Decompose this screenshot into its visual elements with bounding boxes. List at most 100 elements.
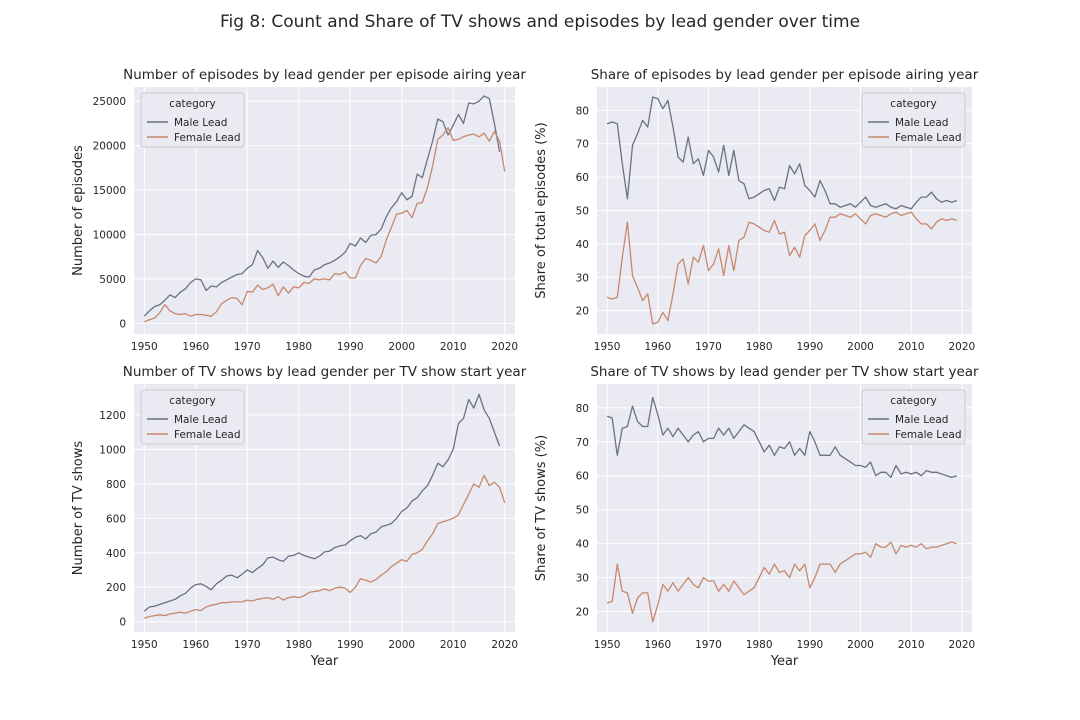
y-axis-label: Number of TV shows [71,441,86,576]
x-tick-label: 2020 [491,341,518,353]
x-tick-label: 2000 [388,639,415,651]
y-tick-label: 600 [106,513,126,525]
y-tick-label: 50 [576,206,589,218]
x-tick-label: 2000 [847,341,874,353]
y-axis-label: Share of total episodes (%) [534,122,549,298]
series-line-male-lead [143,393,501,612]
legend: category Male Lead Female Lead [861,389,966,445]
x-tick-label: 2020 [948,341,975,353]
x-tick-label: 1950 [131,341,158,353]
y-tick-label: 0 [119,318,126,330]
x-tick-label: 1960 [644,639,671,651]
x-tick-label: 2010 [898,639,925,651]
x-tick-label: 1950 [594,341,621,353]
y-tick-label: 25000 [93,96,126,108]
y-tick-label: 20 [576,306,589,318]
y-tick-label: 200 [106,582,126,594]
legend-frame [140,389,245,445]
y-tick-label: 800 [106,479,126,491]
y-tick-label: 30 [576,272,589,284]
y-tick-label: 50 [576,505,589,517]
x-tick-label: 2000 [847,639,874,651]
x-tick-label: 1970 [234,341,261,353]
legend-title: category [169,395,215,407]
y-tick-label: 400 [106,548,126,560]
panel-title: Number of TV shows by lead gender per TV… [123,364,527,380]
x-tick-label: 1970 [695,341,722,353]
y-tick-label: 20 [576,607,589,619]
y-tick-label: 15000 [93,185,126,197]
x-tick-label: 1950 [594,639,621,651]
legend-title: category [169,98,215,110]
y-axis-label: Share of TV shows (%) [534,435,549,581]
x-tick-label: 1950 [131,639,158,651]
legend-entry: Male Lead [174,117,227,129]
legend-entry: Male Lead [895,117,948,129]
legend-entry: Male Lead [895,414,948,426]
x-tick-label: 2020 [491,639,518,651]
x-tick-label: 1980 [746,341,773,353]
x-tick-label: 1990 [337,341,364,353]
x-tick-label: 1980 [285,639,312,651]
series-line-female-lead [144,127,506,323]
series-line-male-lead [606,396,958,479]
x-tick-label: 1980 [746,639,773,651]
series-line-female-lead [144,474,506,619]
x-tick-label: 2010 [440,639,467,651]
y-tick-label: 30 [576,573,589,585]
x-tick-label: 1990 [337,639,364,651]
y-tick-label: 0 [119,617,126,629]
panel-shows-count: 1950 1960 1970 1980 1990 2000 2010 2020 0 200 400 6… [71,364,527,669]
y-tick-label: 1000 [99,444,126,456]
legend-entry: Female Lead [895,429,962,441]
legend-frame [861,92,966,148]
legend-frame [861,389,966,445]
panel-title: Number of episodes by lead gender per ep… [123,67,526,83]
x-axis-label: Year [770,654,799,669]
x-tick-label: 1990 [796,341,823,353]
panel-shows-share: 1950 1960 1970 1980 1990 2000 2010 202020304050… [534,364,979,669]
legend-entry: Female Lead [174,132,241,144]
panel-title: Share of episodes by lead gender per epi… [591,67,979,83]
legend: category Male Lead Female Lead [140,389,245,445]
y-tick-label: 70 [576,139,589,151]
panel-episodes-count: 1950 1960 1970 1980 1990 2000 2010 2020 0 5000 100… [71,67,526,353]
legend-title: category [890,395,936,407]
x-tick-label: 1960 [182,341,209,353]
x-tick-label: 2020 [948,639,975,651]
legend: category Male Lead Female Lead [861,92,966,148]
x-tick-label: 1960 [644,341,671,353]
y-tick-label: 40 [576,239,589,251]
x-tick-label: 2010 [898,341,925,353]
series-line-male-lead [143,95,501,317]
legend: category Male Lead Female Lead [140,92,245,148]
legend-entry: Female Lead [895,132,962,144]
x-tick-label: 1970 [695,639,722,651]
x-tick-label: 1960 [182,639,209,651]
y-axis-label: Number of episodes [71,145,86,276]
legend-title: category [890,98,936,110]
x-axis-label: Year [310,654,339,669]
y-tick-label: 40 [576,539,589,551]
panel-episodes-share: 1950 1960 1970 1980 1990 2000 2010 202020304050… [534,67,979,353]
y-tick-label: 5000 [99,274,126,286]
y-tick-label: 70 [576,437,589,449]
legend-entry: Female Lead [174,429,241,441]
figure-suptitle: Fig 8: Count and Share of TV shows and e… [220,12,860,32]
series-line-female-lead [606,211,958,325]
series-line-male-lead [606,96,958,210]
y-tick-label: 20000 [93,141,126,153]
panel-title: Share of TV shows by lead gender per TV … [590,364,979,380]
series-line-female-lead [606,541,958,623]
y-tick-label: 80 [576,403,589,415]
y-tick-label: 10000 [93,229,126,241]
x-tick-label: 1970 [234,639,261,651]
y-tick-label: 1200 [99,410,126,422]
y-tick-label: 60 [576,471,589,483]
legend-frame [140,92,245,148]
legend-entry: Male Lead [174,414,227,426]
x-tick-label: 1980 [285,341,312,353]
y-tick-label: 60 [576,172,589,184]
y-tick-label: 80 [576,105,589,117]
